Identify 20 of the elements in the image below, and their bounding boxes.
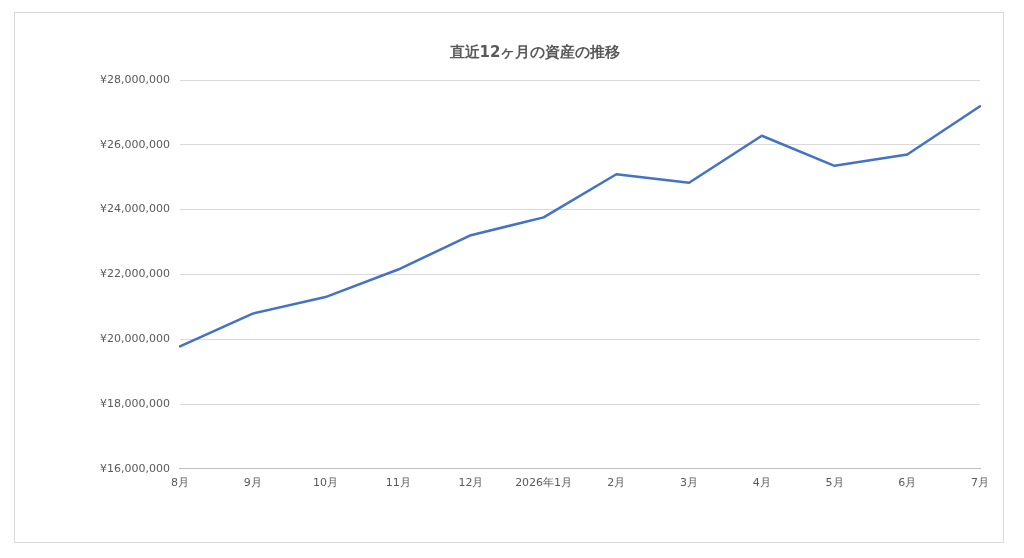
x-tick-label: 10月 — [312, 476, 338, 490]
x-tick-label: 12月 — [458, 476, 484, 490]
x-tick-label: 2026年1月 — [515, 476, 573, 490]
x-tick-label: 9月 — [243, 476, 262, 490]
y-tick-label: ¥24,000,000 — [100, 202, 170, 216]
x-tick-label: 3月 — [680, 476, 699, 490]
y-tick-label: ¥26,000,000 — [100, 137, 170, 151]
x-tick-label: 5月 — [825, 476, 844, 490]
x-tick-label: 4月 — [752, 476, 771, 490]
x-tick-label: 2月 — [607, 476, 626, 490]
x-tick-label: 11月 — [385, 476, 411, 490]
y-tick-label: ¥22,000,000 — [100, 267, 170, 281]
y-tick-label: ¥16,000,000 — [100, 461, 170, 475]
x-tick-label: 7月 — [971, 476, 989, 490]
chart-title: 直近12ヶ月の資産の推移 — [448, 42, 621, 61]
y-tick-label: ¥18,000,000 — [100, 396, 170, 410]
y-tick-label: ¥20,000,000 — [100, 332, 170, 346]
y-tick-label: ¥28,000,000 — [100, 72, 170, 86]
x-tick-label: 6月 — [898, 476, 917, 490]
x-tick-label: 8月 — [170, 476, 189, 490]
